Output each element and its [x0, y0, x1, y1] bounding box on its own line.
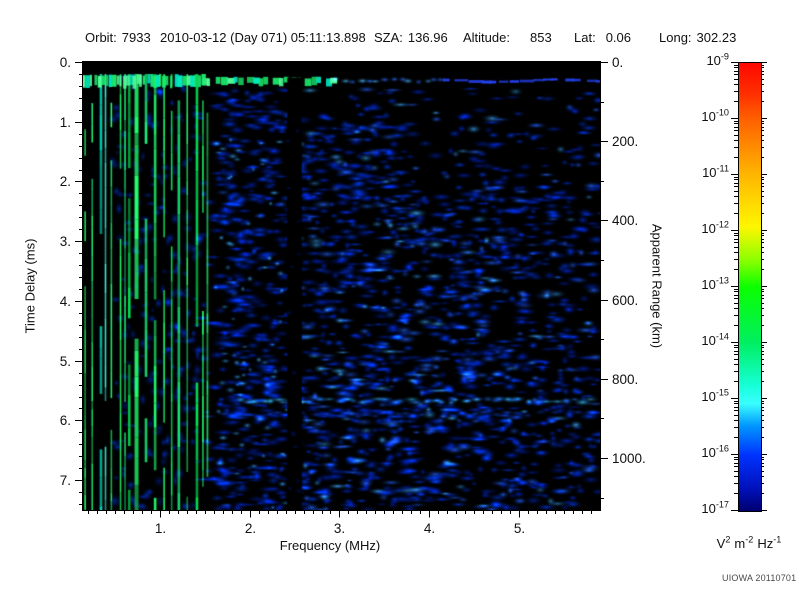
header-datetime-value: 2010-03-12 (Day 071) 05:11:13.898	[160, 30, 366, 45]
header-sza-value: 136.96	[407, 30, 448, 45]
svg-text:0.: 0.	[612, 55, 623, 70]
svg-text:3.: 3.	[334, 521, 345, 536]
svg-text:200.: 200.	[612, 134, 638, 149]
header-sza: SZA: 136.96	[374, 30, 448, 45]
unit-part: Hz-1	[757, 534, 782, 551]
colorbar	[738, 62, 762, 512]
header-altitude-value: 853	[529, 30, 552, 45]
svg-text:600.: 600.	[612, 293, 638, 308]
credit-text: UIOWA 20110701	[722, 573, 797, 583]
colorbar-tick-label: 10-10	[701, 107, 729, 124]
svg-text:4.: 4.	[424, 521, 435, 536]
svg-text:4.: 4.	[60, 294, 71, 309]
svg-text:1.: 1.	[60, 115, 71, 130]
svg-text:400.: 400.	[612, 213, 638, 228]
header-sza-label: SZA:	[374, 30, 403, 45]
header-orbit: Orbit: 7933	[85, 30, 151, 45]
y-axis-ticks: 0. 1. 2. 3. 4. 5. 6. 7.	[60, 55, 83, 505]
header-lat: Lat: 0.06	[574, 30, 631, 45]
x-axis-ticks: 1. 2. 3. 4. 5.	[88, 510, 592, 536]
y-axis-title: Time Delay (ms)	[22, 238, 38, 334]
svg-text:1.: 1.	[155, 521, 166, 536]
x-axis-title: Frequency (MHz)	[279, 538, 381, 553]
svg-text:0.: 0.	[60, 55, 71, 70]
header-long: Long: 302.23	[659, 30, 736, 45]
svg-text:2.: 2.	[245, 521, 256, 536]
colorbar-unit-label: V2 m-2 Hz-1	[690, 534, 800, 551]
unit-part: V2	[716, 534, 731, 551]
svg-text:5.: 5.	[60, 354, 71, 369]
colorbar-tick-label: 10-16	[701, 443, 729, 460]
header-long-value: 302.23	[696, 30, 737, 45]
colorbar-tick-label: 10-11	[702, 163, 729, 180]
svg-text:800.: 800.	[612, 372, 638, 387]
colorbar-tick-label: 10-15	[701, 387, 729, 404]
svg-text:7.: 7.	[60, 473, 71, 488]
colorbar-tick-label: 10-13	[701, 275, 729, 292]
header-lat-label: Lat:	[574, 30, 596, 45]
unit-part: m-2	[734, 534, 754, 551]
header-orbit-value: 7933	[121, 30, 151, 45]
colorbar-tick-label: 10-12	[701, 219, 729, 236]
svg-text:5.: 5.	[514, 521, 525, 536]
header-altitude-label: Altitude:	[463, 30, 510, 45]
header-long-label: Long:	[659, 30, 692, 45]
svg-text:1000.: 1000.	[612, 451, 646, 466]
svg-text:6.: 6.	[60, 413, 71, 428]
header-datetime: 2010-03-12 (Day 071) 05:11:13.898	[160, 30, 366, 45]
header-info: Orbit: 7933 2010-03-12 (Day 071) 05:11:13…	[0, 30, 800, 48]
header-orbit-label: Orbit:	[85, 30, 117, 45]
header-altitude: Altitude: 853	[463, 30, 552, 45]
y2-axis-ticks: 0. 200. 400. 600. 800. 1000.	[600, 55, 646, 499]
svg-text:3.: 3.	[60, 234, 71, 249]
header-lat-value: 0.06	[605, 30, 631, 45]
colorbar-tick-label: 10-9	[706, 51, 729, 68]
colorbar-labels: 10-9 10-10 10-11 10-12 10-13 10-14 10-15 10-16 1…	[660, 52, 732, 516]
spectrogram-canvas	[83, 62, 600, 510]
colorbar-tick-label: 10-14	[701, 331, 729, 348]
colorbar-tick-label: 10-17	[701, 499, 729, 516]
svg-text:2.: 2.	[60, 174, 71, 189]
